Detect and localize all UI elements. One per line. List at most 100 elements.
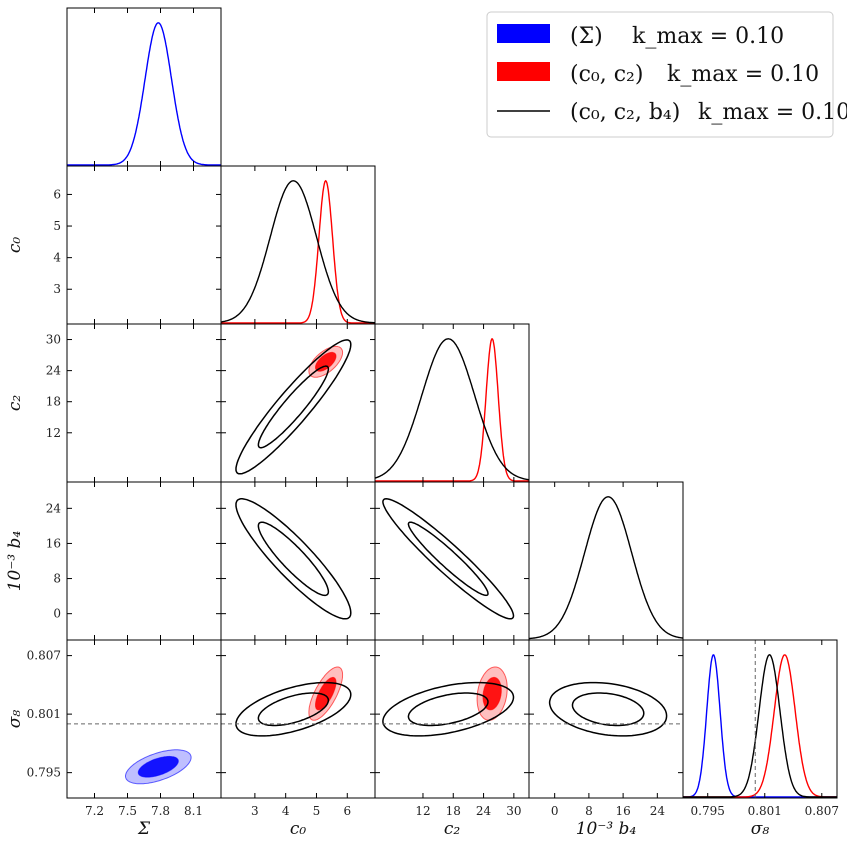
contour-(c₀, c₂, b₄)-68: [407, 692, 489, 727]
y-tick-label: 5: [53, 219, 61, 233]
legend-label: (c₀, c₂): [570, 62, 643, 87]
y-tick-label: 0: [53, 607, 61, 621]
marginal-(Σ): [67, 22, 221, 166]
marginal-(c₀, c₂): [221, 179, 375, 324]
y-tick-label: 0.807: [27, 649, 61, 663]
panel-c2-Sigma: [66, 323, 222, 483]
legend-label: (c₀, c₂, b₄): [570, 100, 680, 125]
panel-s8-s8: [682, 639, 838, 799]
panel-frame: [682, 639, 838, 799]
y-axis-label: 10⁻³ b₄: [5, 531, 25, 592]
panel-b4-b4: [528, 481, 684, 641]
panel-c2-c0: [220, 323, 376, 483]
y-tick-label: 12: [46, 426, 61, 440]
contour-(Σ)-68: [137, 755, 179, 778]
y-tick-label: 16: [46, 536, 61, 550]
y-tick-label: 3: [53, 282, 61, 296]
panel-frame: [66, 165, 222, 325]
panel-frame: [220, 639, 376, 799]
panel-s8-b4: [528, 639, 684, 799]
y-tick-label: 24: [46, 364, 62, 378]
x-tick-label: 0: [551, 804, 559, 818]
panel-c0-c0: [220, 165, 376, 325]
x-tick-label: 7.8: [151, 804, 170, 818]
contour-(c₀, c₂)-68: [315, 676, 337, 711]
contour-(c₀, c₂, b₄)-95: [235, 498, 352, 620]
legend: (Σ) k_max = 0.10 (c₀, c₂) k_max = 0.10 (c₀, …: [486, 11, 847, 138]
panel-b4-Sigma: [66, 481, 222, 641]
contour-(c₀, c₂, b₄)-95: [235, 339, 352, 475]
panel-s8-c0: [220, 639, 376, 799]
y-tick-label: 0.801: [27, 707, 61, 721]
panel-c2-c2: [374, 323, 530, 483]
panel-s8-Sigma: [66, 639, 222, 799]
y-tick-label: 24: [46, 501, 62, 515]
legend-label: (Σ): [570, 24, 603, 49]
panel-frame: [528, 481, 684, 641]
x-tick-label: 18: [446, 804, 461, 818]
x-axis-label: σ₈: [751, 819, 770, 839]
x-tick-label: 24: [650, 804, 666, 818]
legend-swatch: [497, 62, 550, 81]
y-tick-label: 4: [53, 251, 61, 265]
panel-b4-c0: [220, 481, 376, 641]
contour-(c₀, c₂, b₄)-68: [257, 692, 330, 727]
panel-c0-Sigma: [66, 165, 222, 325]
marginal-(c₀, c₂, b₄): [221, 180, 375, 324]
contour-(c₀, c₂, b₄)-68: [257, 521, 330, 597]
y-tick-label: 8: [53, 572, 61, 586]
panel-frame: [220, 481, 376, 641]
y-tick-label: 30: [46, 333, 61, 347]
x-tick-label: 4: [282, 804, 290, 818]
x-tick-label: 5: [313, 804, 321, 818]
x-tick-label: 0.807: [805, 804, 839, 818]
marginal-(c₀, c₂, b₄): [683, 654, 837, 798]
y-axis-label: c₀: [5, 237, 25, 254]
marginal-(c₀, c₂): [375, 338, 529, 482]
x-tick-label: 16: [615, 804, 630, 818]
x-tick-label: 3: [251, 804, 259, 818]
x-tick-label: 24: [476, 804, 492, 818]
panels: [66, 7, 838, 799]
contour-(c₀, c₂, b₄)-68: [257, 365, 330, 449]
marginal-(Σ): [683, 654, 837, 798]
contour-(c₀, c₂, b₄)-95: [548, 681, 668, 737]
legend-kmax: k_max = 0.10: [698, 100, 847, 125]
panel-frame: [220, 323, 376, 483]
contour-(c₀, c₂, b₄)-95: [382, 498, 515, 620]
y-tick-label: 0.795: [27, 766, 61, 780]
y-tick-label: 6: [53, 187, 61, 201]
panel-b4-c2: [374, 481, 530, 641]
y-tick-label: 18: [46, 395, 61, 409]
panel-frame: [528, 639, 684, 799]
x-axis-label: c₀: [290, 819, 307, 839]
x-tick-label: 8.1: [184, 804, 203, 818]
x-axis-label: 10⁻³ b₄: [576, 819, 637, 839]
legend-kmax: k_max = 0.10: [632, 24, 784, 49]
contour-(c₀, c₂, b₄)-68: [407, 521, 489, 597]
x-tick-label: 7.5: [118, 804, 137, 818]
marginal-(c₀, c₂, b₄): [529, 496, 683, 640]
x-tick-label: 6: [343, 804, 351, 818]
legend-swatch: [497, 24, 550, 43]
x-tick-label: 7.2: [85, 804, 104, 818]
x-tick-label: 12: [415, 804, 430, 818]
contour-(c₀, c₂, b₄)-68: [571, 692, 645, 727]
x-tick-label: 0.801: [748, 804, 782, 818]
legend-box: [486, 11, 834, 138]
x-tick-label: 30: [506, 804, 521, 818]
x-tick-label: 0.795: [691, 804, 725, 818]
panel-frame: [374, 639, 530, 799]
y-axis-label: σ₈: [5, 710, 25, 729]
x-axis-label: Σ: [137, 819, 151, 839]
legend-kmax: k_max = 0.10: [667, 62, 819, 87]
panel-frame: [374, 481, 530, 641]
panel-s8-c2: [374, 639, 530, 799]
contour-(c₀, c₂)-68: [315, 351, 337, 372]
x-tick-label: 8: [585, 804, 593, 818]
panel-frame: [66, 323, 222, 483]
x-axis-label: c₂: [444, 819, 461, 839]
panel-Sigma-Sigma: [66, 7, 222, 167]
